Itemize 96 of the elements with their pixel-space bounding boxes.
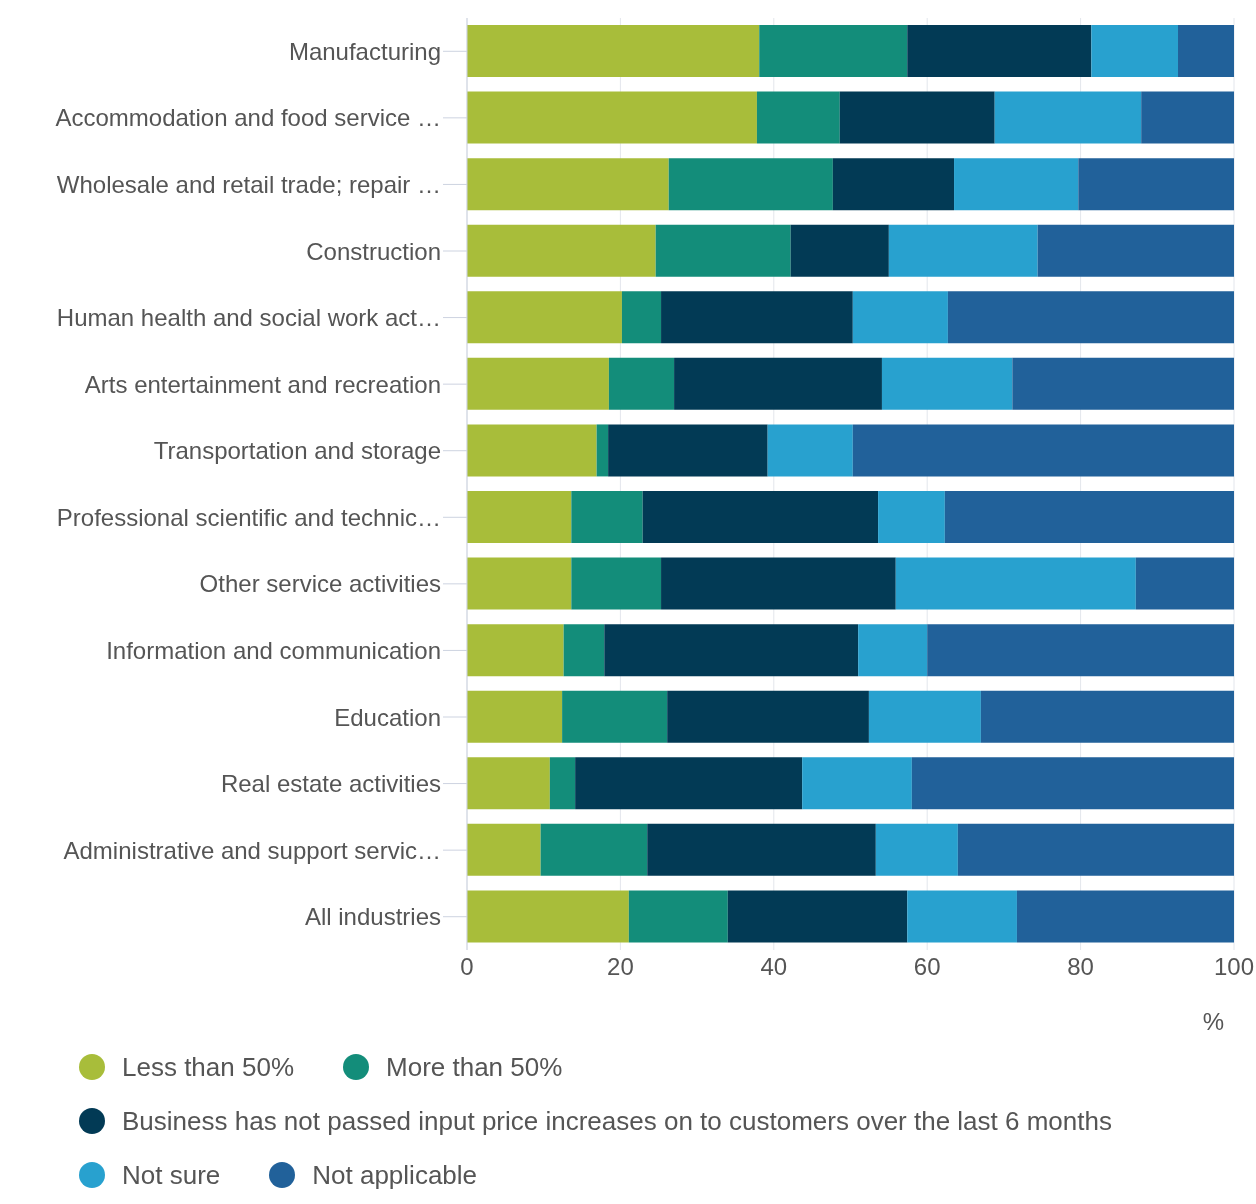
bar xyxy=(668,158,833,211)
bar xyxy=(907,25,1092,77)
bar xyxy=(911,757,1234,810)
y-tick-label: Human health and social work act… xyxy=(56,304,441,332)
bar xyxy=(1135,557,1234,610)
y-tick-label: Administrative and support servic… xyxy=(63,836,441,864)
y-tick-label: Arts entertainment and recreation xyxy=(84,370,441,398)
bar xyxy=(832,158,955,211)
legend-label: Less than 50% xyxy=(122,1051,295,1083)
y-tick-label: Accommodation and food service … xyxy=(55,104,441,132)
bar xyxy=(628,890,728,943)
y-tick-label: Professional scientific and technic… xyxy=(56,503,441,531)
bar xyxy=(759,25,908,77)
bar xyxy=(944,491,1234,543)
x-tick-label: 100 xyxy=(1213,953,1255,981)
bar xyxy=(540,823,648,876)
bar xyxy=(621,291,662,344)
bar xyxy=(727,890,908,943)
bar xyxy=(802,757,912,810)
x-axis-title: % xyxy=(1202,1008,1224,1035)
legend-label: More than 50% xyxy=(386,1051,563,1083)
bar xyxy=(1141,91,1234,144)
x-tick-label: 20 xyxy=(607,953,634,981)
bar xyxy=(839,91,995,144)
y-tick-label: Wholesale and retail trade; repair … xyxy=(56,170,441,198)
bar xyxy=(575,757,803,810)
y-tick-label: Education xyxy=(334,703,441,731)
bar xyxy=(604,624,859,677)
y-tick-label: Construction xyxy=(306,237,441,265)
y-tick-label: Information and communication xyxy=(106,636,441,664)
bar xyxy=(875,823,958,876)
bar xyxy=(467,624,564,677)
y-tick-label: Other service activities xyxy=(199,570,441,598)
bar xyxy=(852,291,948,344)
bar xyxy=(467,491,572,543)
bar xyxy=(1012,357,1234,410)
bar xyxy=(888,224,1038,277)
bar xyxy=(756,91,840,144)
bar xyxy=(1178,25,1234,77)
bar xyxy=(647,823,876,876)
bar xyxy=(571,491,643,543)
y-tick-label: Transportation and storage xyxy=(153,437,441,465)
bar xyxy=(467,557,572,610)
legend-label: Not applicable xyxy=(312,1159,478,1191)
bar xyxy=(467,91,757,144)
bar xyxy=(608,424,768,477)
y-tick-label: Real estate activities xyxy=(220,770,441,798)
bar xyxy=(467,424,597,477)
bar xyxy=(667,690,869,743)
bar xyxy=(642,491,879,543)
bar xyxy=(957,823,1234,876)
y-tick-label: All industries xyxy=(304,903,441,931)
bar xyxy=(1037,224,1234,277)
bar xyxy=(954,158,1079,211)
bar xyxy=(674,357,882,410)
bar xyxy=(467,25,760,77)
bar xyxy=(467,224,656,277)
bar xyxy=(467,291,622,344)
legend-label: Not sure xyxy=(122,1159,221,1191)
bar xyxy=(467,890,629,943)
bar xyxy=(1078,158,1234,211)
bar xyxy=(1091,25,1179,77)
bar xyxy=(562,690,668,743)
bar xyxy=(790,224,889,277)
bar xyxy=(881,357,1013,410)
bar xyxy=(858,624,928,677)
bar xyxy=(661,291,853,344)
bar xyxy=(467,823,541,876)
x-tick-label: 0 xyxy=(460,953,474,981)
bar xyxy=(907,890,1017,943)
bar xyxy=(655,224,791,277)
bar xyxy=(878,491,945,543)
bar xyxy=(927,624,1234,677)
bar xyxy=(994,91,1142,144)
bar xyxy=(467,757,550,810)
bar xyxy=(661,557,896,610)
bar xyxy=(563,624,605,677)
bar xyxy=(947,291,1234,344)
bar xyxy=(868,690,981,743)
x-tick-label: 40 xyxy=(760,953,788,981)
bar xyxy=(852,424,1234,477)
bar xyxy=(980,690,1234,743)
bar xyxy=(467,158,669,211)
bar xyxy=(895,557,1136,610)
y-tick-label: Manufacturing xyxy=(288,37,441,65)
x-tick-label: 80 xyxy=(1067,953,1094,981)
bar xyxy=(1016,890,1234,943)
bar xyxy=(467,357,609,410)
x-tick-label: 60 xyxy=(913,953,941,981)
bar xyxy=(549,757,576,810)
bar xyxy=(608,357,675,410)
bar xyxy=(467,690,563,743)
bar xyxy=(767,424,853,477)
bar xyxy=(596,424,609,477)
bar xyxy=(571,557,662,610)
legend-label: Business has not passed input price increases on to customers over the last 6 months xyxy=(122,1105,1112,1137)
